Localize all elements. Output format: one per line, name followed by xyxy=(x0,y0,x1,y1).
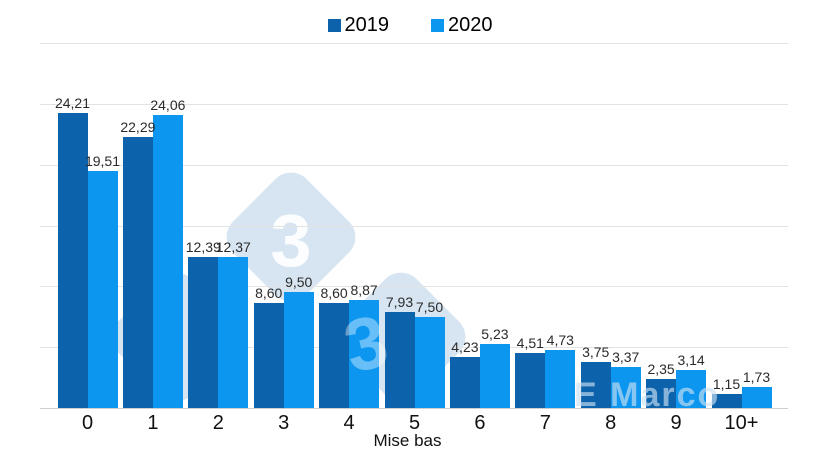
value-label-2019-8: 3,75 xyxy=(582,344,610,361)
bar-2020-3[interactable] xyxy=(283,292,314,408)
x-tick-8: 8 xyxy=(605,412,617,434)
bar-2019-10+[interactable] xyxy=(711,394,742,408)
x-tick-1: 1 xyxy=(147,412,159,434)
bar-2019-2[interactable] xyxy=(188,257,219,408)
value-label-2020-3: 9,50 xyxy=(285,274,313,291)
value-label-2019-10+: 1,15 xyxy=(712,376,741,392)
value-label-2019-1: 22,29 xyxy=(120,118,156,135)
bar-2020-7[interactable] xyxy=(545,350,576,408)
value-label-2019-2: 12,39 xyxy=(185,239,221,256)
watermark-digit-3: 3 xyxy=(270,199,312,282)
x-axis-line xyxy=(40,408,788,409)
bar-2019-0[interactable] xyxy=(57,113,88,408)
bar-2019-5[interactable] xyxy=(384,311,415,408)
value-label-2019-7: 4,51 xyxy=(516,335,544,352)
gridline-25 xyxy=(40,103,788,105)
value-label-2019-3: 8,60 xyxy=(255,285,283,302)
value-label-2019-0: 24,21 xyxy=(54,95,91,112)
value-label-2020-6: 5,23 xyxy=(481,326,509,343)
legend-label-2020: 2020 xyxy=(448,14,493,36)
value-label-2020-5: 7,50 xyxy=(415,298,444,315)
bar-2019-6[interactable] xyxy=(449,356,480,408)
legend-item-2020[interactable]: 2020 xyxy=(431,15,493,35)
bar-2019-8[interactable] xyxy=(580,362,611,408)
x-tick-2: 2 xyxy=(212,412,224,434)
x-tick-5: 5 xyxy=(408,412,421,434)
legend-swatch-2020 xyxy=(431,18,444,32)
value-label-2019-5: 7,93 xyxy=(385,293,414,310)
legend-item-2019[interactable]: 2019 xyxy=(327,14,390,36)
bar-2020-8[interactable] xyxy=(610,366,641,408)
bar-2020-4[interactable] xyxy=(349,300,380,408)
gridline-15 xyxy=(40,225,788,227)
bar-2020-2[interactable] xyxy=(218,257,249,408)
x-tick-7: 7 xyxy=(539,412,551,434)
bar-2019-7[interactable] xyxy=(515,353,546,408)
x-tick-3: 3 xyxy=(278,412,290,434)
value-label-2020-7: 4,73 xyxy=(546,332,574,349)
bar-2019-1[interactable] xyxy=(122,136,153,408)
value-label-2020-0: 19,51 xyxy=(84,152,121,169)
legend-swatch-2019 xyxy=(327,18,341,32)
legend: 2019 2020 xyxy=(0,15,820,35)
x-tick-9: 9 xyxy=(670,412,682,434)
bar-2020-0[interactable] xyxy=(87,170,118,408)
gridline-20 xyxy=(40,164,788,166)
gridline-30 xyxy=(40,43,788,44)
value-label-2020-9: 3,14 xyxy=(677,351,705,368)
bar-2019-4[interactable] xyxy=(319,303,350,408)
gridline-10 xyxy=(40,286,788,288)
bar-2020-10+[interactable] xyxy=(741,386,772,408)
value-label-2019-9: 2,35 xyxy=(647,361,675,378)
x-tick-6: 6 xyxy=(474,412,486,434)
x-tick-0: 0 xyxy=(81,412,94,434)
x-tick-10+: 10+ xyxy=(724,412,759,434)
value-label-2020-4: 8,87 xyxy=(350,282,378,299)
bar-2020-9[interactable] xyxy=(676,369,707,408)
bar-2019-9[interactable] xyxy=(646,379,677,408)
bar-2020-6[interactable] xyxy=(479,344,510,408)
value-label-2019-4: 8,60 xyxy=(320,285,348,302)
x-tick-4: 4 xyxy=(343,412,355,434)
watermark-text: E Marco xyxy=(574,376,721,414)
value-label-2020-1: 24,06 xyxy=(150,97,186,114)
value-label-2020-8: 3,37 xyxy=(612,348,640,365)
value-label-2019-6: 4,23 xyxy=(451,338,479,355)
value-label-2020-2: 12,37 xyxy=(215,239,251,256)
value-label-2020-10+: 1,73 xyxy=(742,368,771,385)
x-axis-title: Mise bas xyxy=(373,431,442,450)
bar-2020-5[interactable] xyxy=(414,316,445,408)
bar-2020-1[interactable] xyxy=(152,115,183,408)
bar-2019-3[interactable] xyxy=(253,303,284,408)
legend-label-2019: 2019 xyxy=(344,14,390,36)
